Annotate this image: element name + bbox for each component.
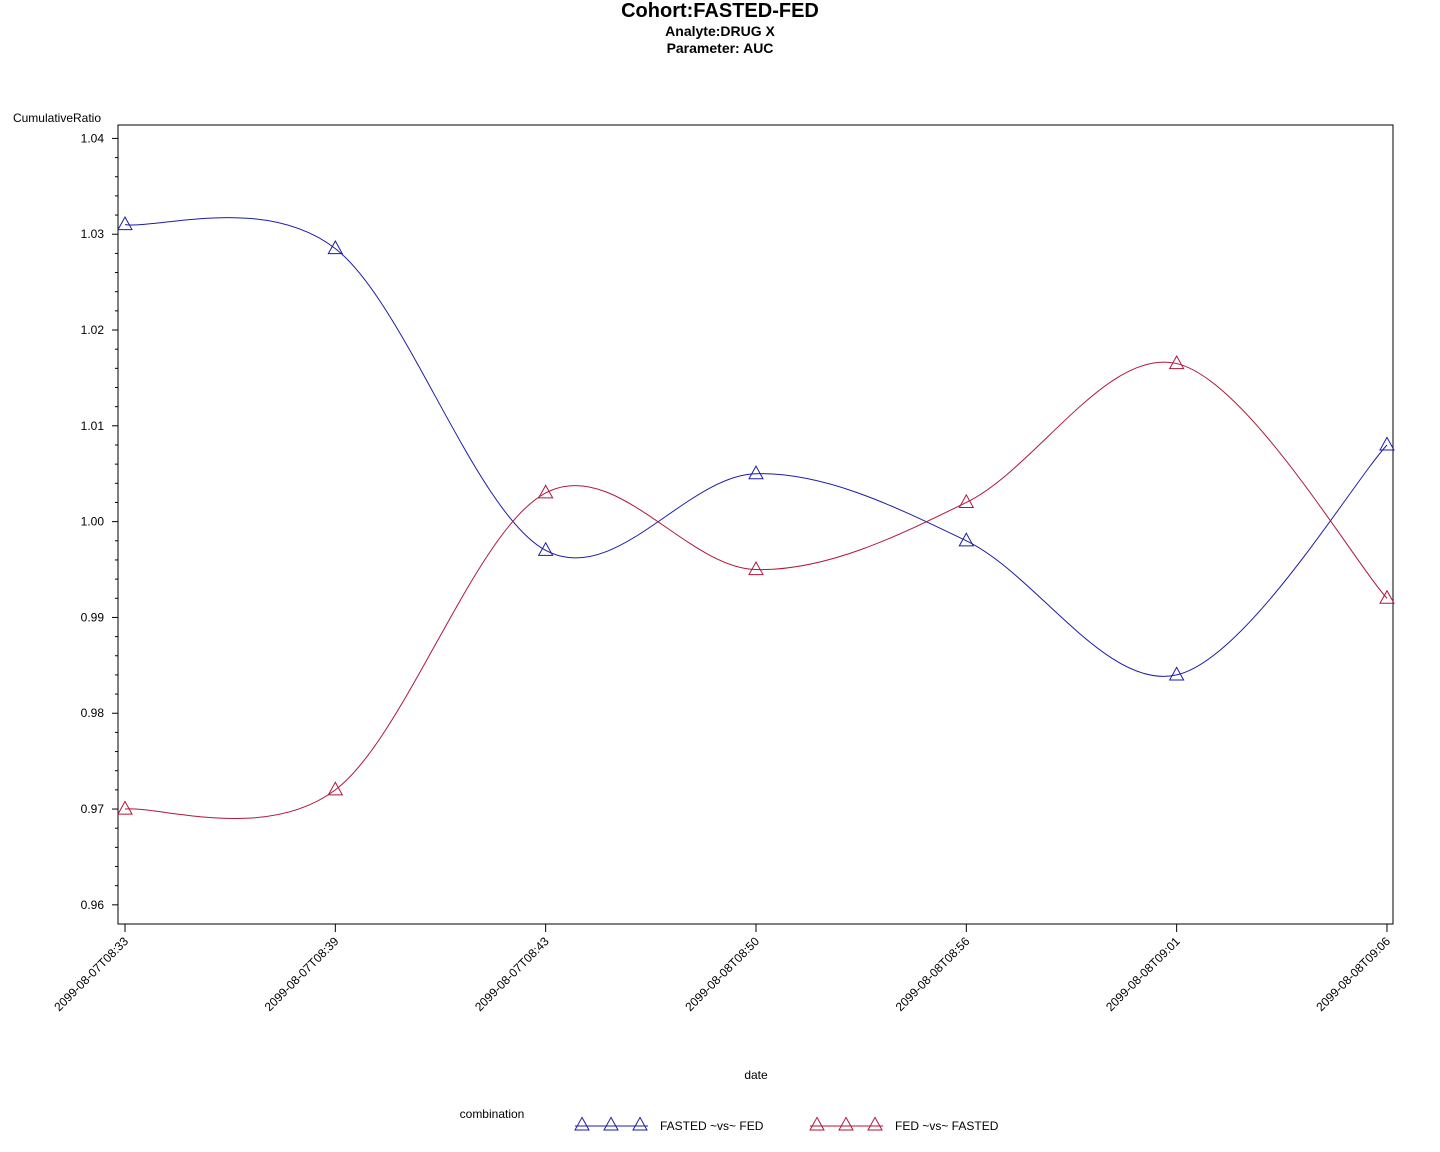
data-point-marker (327, 781, 344, 796)
plot-frame (117, 124, 1394, 925)
data-point-marker (327, 239, 344, 255)
y-tick-label: 0.98 (81, 706, 105, 720)
data-point-marker (1379, 436, 1395, 451)
x-tick-label: 2099-08-08T09:01 (1103, 934, 1183, 1014)
chart-title: Cohort:FASTED-FED (621, 0, 819, 22)
y-tick-label: 1.01 (81, 419, 105, 433)
x-tick-label: 2099-08-07T08:43 (472, 934, 552, 1014)
data-point-marker (537, 541, 554, 556)
series-layer (117, 216, 1395, 820)
legend-label: FED ~vs~ FASTED (895, 1119, 999, 1133)
legend: combination FASTED ~vs~ FED FED ~vs~ FAST… (460, 1107, 999, 1133)
legend-label: FASTED ~vs~ FED (660, 1119, 764, 1133)
data-point-marker (958, 532, 975, 547)
legend-marker (574, 1116, 590, 1131)
data-point-marker (117, 800, 133, 815)
y-tick-label: 0.97 (81, 802, 105, 816)
legend-marker (632, 1116, 648, 1131)
x-tick-label: 2099-08-08T09:06 (1313, 934, 1393, 1014)
data-point-marker (958, 493, 975, 509)
data-point-marker (1168, 666, 1185, 681)
data-point-marker (117, 216, 133, 231)
x-tick-label: 2099-08-07T08:33 (51, 934, 131, 1014)
data-point-marker (748, 465, 764, 480)
legend-marker (838, 1116, 854, 1131)
series-line-2 (124, 361, 1388, 820)
y-tick-label: 1.04 (81, 131, 105, 145)
legend-marker (603, 1116, 619, 1131)
legend-marker (809, 1116, 825, 1131)
y-tick-label: 0.96 (81, 898, 105, 912)
y-axis-label: CumulativeRatio (13, 111, 101, 125)
y-tick-label: 1.03 (81, 227, 105, 241)
data-point-marker (748, 560, 764, 576)
chart-subtitle-parameter: Parameter: AUC (667, 40, 774, 56)
x-tick-label: 2099-08-08T08:50 (682, 934, 762, 1014)
series-line-1 (124, 217, 1388, 677)
y-axis: 0.96 0.97 0.98 0.99 1.00 1.01 1.02 1.03 1.04 (81, 131, 118, 912)
x-tick-label: 2099-08-08T08:56 (893, 934, 973, 1014)
legend-items: FASTED ~vs~ FED FED ~vs~ FASTED (574, 1116, 999, 1133)
x-axis: 2099-08-07T08:33 2099-08-07T08:39 2099-08-… (51, 924, 1393, 1014)
legend-title: combination (460, 1107, 525, 1121)
legend-marker (867, 1116, 883, 1131)
x-tick-label: 2099-08-07T08:39 (262, 934, 342, 1014)
y-tick-label: 0.99 (81, 610, 105, 624)
data-point-marker (537, 484, 554, 499)
data-point-marker (1168, 354, 1185, 370)
x-axis-label: date (744, 1068, 768, 1082)
chart-subtitle-analyte: Analyte:DRUG X (665, 23, 775, 39)
y-tick-label: 1.00 (81, 515, 105, 529)
data-point-marker (1379, 589, 1395, 604)
y-tick-label: 1.02 (81, 323, 105, 337)
